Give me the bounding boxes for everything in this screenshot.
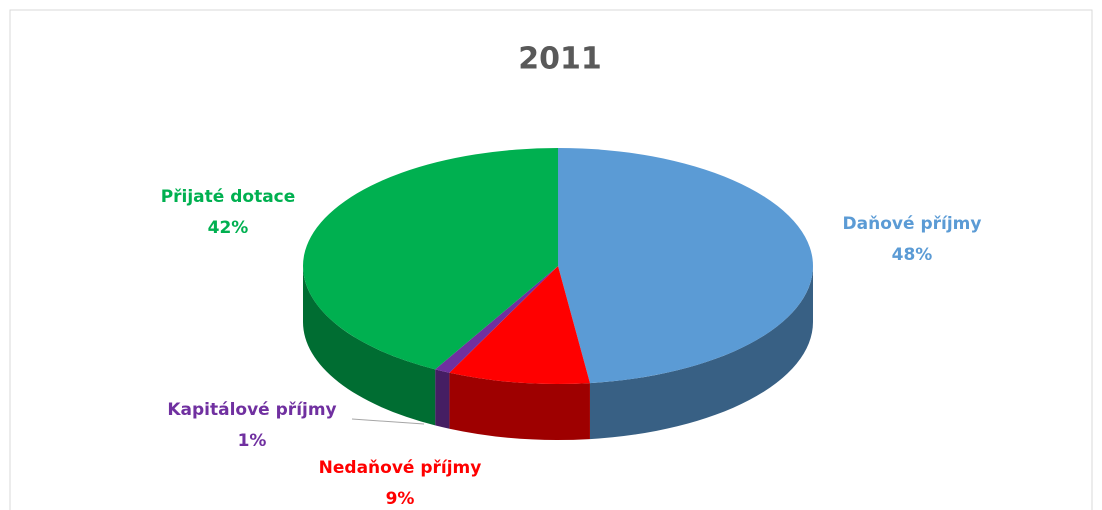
slice-side — [449, 372, 590, 440]
slice — [558, 148, 814, 384]
slice — [449, 266, 590, 385]
slice — [435, 266, 558, 373]
slice-side — [435, 369, 450, 429]
data-label-name: Kapitálové příjmy — [167, 400, 336, 420]
data-label-value: 9% — [386, 489, 415, 509]
data-label-name: Nedaňové příjmy — [319, 458, 482, 478]
data-label-value: 42% — [208, 218, 249, 238]
slice-tops — [303, 148, 814, 385]
chart-title: 2011 — [518, 42, 602, 77]
slice-sides — [303, 266, 813, 440]
data-label-value: 48% — [892, 245, 933, 265]
slice — [303, 148, 558, 370]
data-label-value: 1% — [238, 431, 267, 451]
slice-side — [303, 266, 436, 426]
leader-line — [351, 418, 425, 425]
data-label-name: Přijaté dotace — [161, 187, 296, 207]
slice-side — [589, 266, 813, 440]
data-label-name: Daňové příjmy — [843, 214, 982, 234]
